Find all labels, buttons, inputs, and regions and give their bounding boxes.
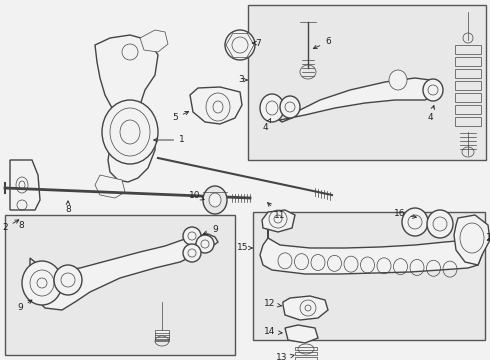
Ellipse shape (274, 215, 282, 223)
Text: 11: 11 (268, 203, 286, 220)
Text: 14: 14 (264, 328, 282, 337)
Text: 8: 8 (18, 221, 24, 230)
Bar (455, 105, 481, 114)
Ellipse shape (183, 244, 201, 262)
Bar (455, 81, 481, 90)
Bar (248, 5, 486, 160)
Ellipse shape (102, 100, 158, 164)
Ellipse shape (389, 70, 407, 90)
Ellipse shape (423, 79, 443, 101)
Ellipse shape (209, 193, 221, 207)
Bar (295, 357, 317, 360)
Text: 4: 4 (262, 118, 271, 132)
Polygon shape (272, 78, 438, 122)
Polygon shape (262, 210, 295, 232)
Polygon shape (283, 296, 328, 320)
Bar (155, 330, 169, 340)
Text: 6: 6 (314, 37, 331, 49)
Text: 15: 15 (237, 243, 252, 252)
Text: 10: 10 (189, 192, 204, 201)
Text: 8: 8 (65, 201, 71, 215)
Bar (5, 215, 235, 355)
Bar (295, 347, 317, 350)
Bar (455, 57, 481, 66)
Ellipse shape (305, 305, 311, 311)
Ellipse shape (22, 261, 62, 305)
Ellipse shape (203, 186, 227, 214)
Bar (455, 117, 481, 126)
Ellipse shape (54, 265, 82, 295)
Ellipse shape (19, 181, 25, 189)
Text: 9: 9 (203, 225, 218, 234)
Text: 7: 7 (252, 39, 261, 48)
Ellipse shape (30, 270, 54, 296)
Polygon shape (454, 215, 490, 265)
Ellipse shape (402, 208, 428, 236)
Text: 5: 5 (172, 112, 189, 122)
Ellipse shape (196, 235, 214, 253)
Polygon shape (95, 35, 158, 182)
Text: 9: 9 (17, 300, 32, 312)
Polygon shape (190, 87, 242, 124)
Bar (455, 45, 481, 54)
Polygon shape (260, 222, 482, 274)
Bar (455, 93, 481, 102)
Bar (455, 69, 481, 78)
Ellipse shape (280, 96, 300, 118)
Ellipse shape (213, 101, 223, 113)
Polygon shape (285, 325, 318, 343)
Polygon shape (10, 160, 40, 210)
Text: 16: 16 (394, 210, 416, 219)
Polygon shape (30, 234, 218, 310)
Ellipse shape (37, 278, 47, 288)
Bar (295, 352, 317, 355)
Text: 3: 3 (238, 76, 247, 85)
Ellipse shape (408, 215, 422, 229)
Polygon shape (95, 175, 125, 198)
Bar (253, 212, 485, 340)
Ellipse shape (61, 273, 75, 287)
Polygon shape (140, 30, 168, 52)
Ellipse shape (433, 217, 447, 231)
Ellipse shape (225, 30, 255, 60)
Ellipse shape (260, 94, 284, 122)
Text: 12: 12 (264, 300, 281, 309)
Ellipse shape (427, 210, 453, 238)
Text: 4: 4 (427, 105, 435, 122)
Text: 2: 2 (2, 220, 19, 233)
Ellipse shape (183, 227, 201, 245)
Text: 13: 13 (276, 354, 294, 360)
Text: 1: 1 (154, 135, 185, 144)
Text: 17: 17 (486, 234, 490, 243)
